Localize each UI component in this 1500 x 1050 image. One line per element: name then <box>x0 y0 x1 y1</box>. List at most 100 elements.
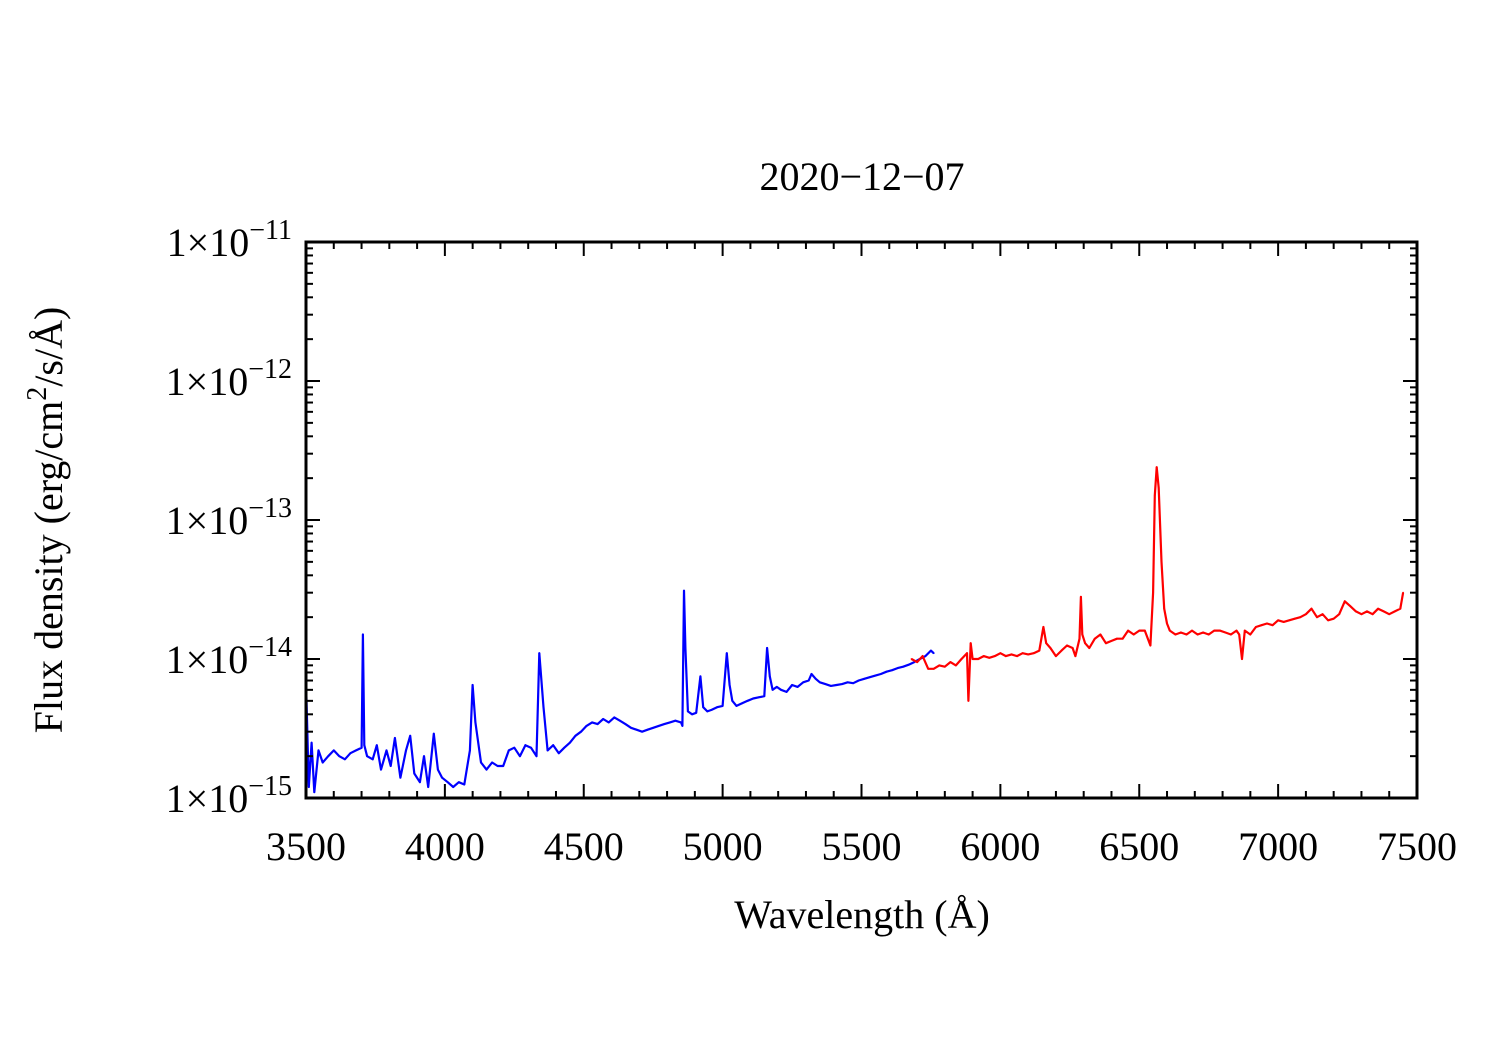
data-point <box>824 683 827 685</box>
data-point <box>332 749 335 752</box>
data-point <box>731 699 734 702</box>
data-point <box>635 728 638 731</box>
data-point <box>1241 658 1243 660</box>
data-point <box>966 652 968 655</box>
data-point <box>1080 595 1082 598</box>
data-point <box>1088 647 1091 649</box>
data-point <box>557 752 560 755</box>
data-point <box>371 758 374 761</box>
data-point <box>852 682 855 685</box>
y-axis-label-tail: /s/Å) <box>26 307 71 387</box>
data-point <box>1074 655 1077 657</box>
data-point <box>1005 655 1007 657</box>
data-point <box>360 746 363 749</box>
data-point <box>574 734 577 737</box>
data-point <box>457 781 460 784</box>
data-point <box>857 679 860 682</box>
data-point <box>538 652 541 655</box>
data-point <box>1174 633 1177 636</box>
data-point <box>1099 633 1102 636</box>
data-point <box>413 772 416 775</box>
data-point <box>943 665 946 668</box>
data-point <box>399 776 402 779</box>
data-point <box>641 730 643 733</box>
data-point <box>569 741 571 744</box>
data-point <box>728 684 731 686</box>
data-point <box>725 652 728 655</box>
data-point <box>1160 560 1163 563</box>
data-point <box>1027 653 1030 656</box>
data-point <box>524 744 527 747</box>
data-point <box>1249 633 1252 636</box>
data-point <box>1191 629 1193 632</box>
data-point <box>921 655 924 657</box>
data-point <box>938 664 941 667</box>
data-point <box>307 786 310 788</box>
data-point <box>969 642 972 645</box>
data-point <box>1235 629 1238 632</box>
data-point <box>684 647 687 649</box>
data-point <box>585 725 588 727</box>
data-point <box>480 761 482 764</box>
data-point <box>916 661 918 663</box>
data-point <box>891 669 893 672</box>
data-point <box>327 755 330 758</box>
data-point <box>971 658 974 660</box>
data-point <box>1224 631 1227 634</box>
data-point <box>363 744 366 747</box>
x-tick-label: 6000 <box>960 824 1040 869</box>
data-point <box>1185 633 1188 636</box>
data-point <box>317 749 320 752</box>
data-point <box>1388 613 1391 616</box>
x-axis-label: Wavelength (Å) <box>734 892 990 937</box>
data-point <box>1288 619 1291 622</box>
data-point <box>683 589 685 592</box>
data-point <box>802 681 805 684</box>
data-point <box>657 725 660 727</box>
data-point <box>310 741 313 744</box>
data-point <box>613 716 616 719</box>
y-tick-label: 1×10−11 <box>167 215 292 265</box>
data-point <box>768 675 771 678</box>
data-point <box>423 755 425 758</box>
data-point <box>982 655 985 657</box>
x-tick-label: 6500 <box>1099 824 1179 869</box>
data-point <box>452 786 455 788</box>
y-tick-label: 1×10−13 <box>166 493 292 543</box>
data-point <box>746 699 749 702</box>
y-tick-label: 1×10−12 <box>166 354 292 404</box>
data-point <box>1081 633 1084 636</box>
data-point <box>1299 616 1302 619</box>
data-point <box>313 791 316 794</box>
x-tick-labels: 3500 4000 4500 5000 5500 6000 6500 7000 7500 <box>266 824 1457 869</box>
data-point <box>513 746 516 749</box>
y-tick-label: 1×10−14 <box>166 632 292 682</box>
data-point <box>910 658 913 660</box>
series-line-1 <box>304 589 935 794</box>
data-point <box>680 721 682 724</box>
data-point <box>419 781 421 784</box>
data-point <box>491 761 493 764</box>
data-point <box>602 718 605 720</box>
data-point <box>1010 653 1013 656</box>
data-point <box>485 768 488 771</box>
x-tick-label: 5000 <box>683 824 763 869</box>
x-tick-label: 7500 <box>1377 824 1457 869</box>
data-point <box>1016 655 1018 657</box>
data-point <box>1121 637 1124 640</box>
data-point <box>1305 613 1307 616</box>
data-point <box>967 699 970 702</box>
data-point <box>735 705 738 707</box>
data-point <box>763 695 766 698</box>
x-tick-label: 7000 <box>1238 824 1318 869</box>
data-point <box>1093 637 1096 640</box>
data-point <box>716 706 718 709</box>
data-point <box>1238 633 1241 636</box>
data-point <box>830 685 832 687</box>
y-axis-label: Flux density (erg/cm2/s/Å) <box>22 307 71 734</box>
y-tick-labels: 1×10−15 1×10−14 1×10−13 1×10−12 1×10−11 <box>166 215 292 821</box>
data-point <box>1149 644 1152 647</box>
data-point <box>1321 613 1324 616</box>
data-point <box>818 681 821 684</box>
data-point <box>1055 655 1057 657</box>
